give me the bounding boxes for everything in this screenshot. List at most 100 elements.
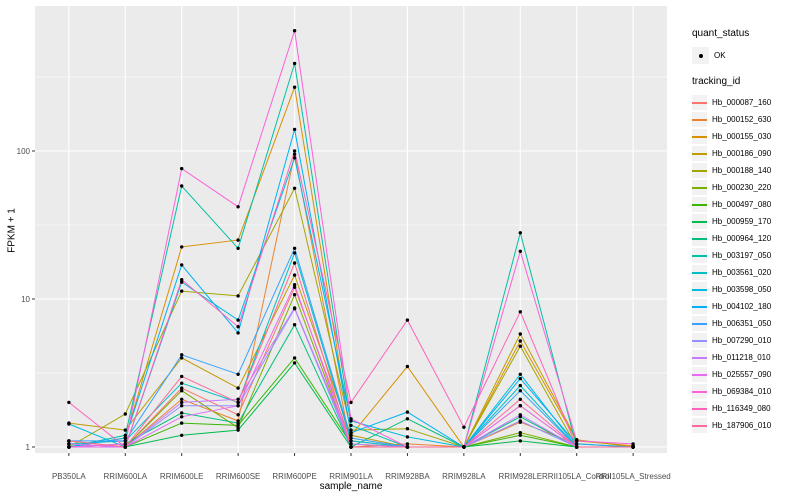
data-point [236, 318, 240, 322]
data-point [67, 422, 71, 426]
legend-key-line-icon [692, 95, 707, 110]
data-point [349, 439, 353, 443]
data-point [292, 361, 297, 365]
line-swatch-icon [692, 288, 707, 291]
quant-status-legend-title: quant_status [692, 28, 750, 39]
legend-entry-label: Hb_003197_050 [712, 251, 772, 260]
data-point [575, 442, 579, 446]
legend-entry: Hb_000964_120 [692, 231, 798, 246]
x-axis-title: sample_name [319, 481, 383, 492]
tracking-id-legend-entries: Hb_000087_160 Hb_000152_630 Hb_000155_030 H… [692, 95, 798, 433]
quant-status-legend-item: OK [692, 47, 798, 64]
data-point [180, 374, 184, 379]
data-point [349, 423, 353, 428]
data-point [349, 400, 353, 405]
legend-entry: Hb_000186_090 [692, 146, 798, 161]
legend-entry-label: Hb_000155_030 [712, 132, 772, 141]
data-point [405, 442, 410, 446]
quant-status-label: OK [714, 51, 726, 60]
data-point [518, 439, 522, 443]
data-point [405, 417, 410, 421]
data-point [180, 433, 184, 437]
legend-entry-label: Hb_006351_050 [712, 319, 772, 328]
data-point [292, 323, 297, 327]
legend-key-line-icon [692, 112, 707, 127]
x-tick-label: RRIM600LA [103, 472, 147, 481]
data-point [292, 186, 297, 190]
data-point [180, 397, 184, 401]
legend-key-line-icon [692, 129, 707, 144]
legend-entry: Hb_069384_010 [692, 384, 798, 399]
legend-entry: Hb_003197_050 [692, 248, 798, 263]
legend-entry: Hb_025557_090 [692, 367, 798, 382]
data-point [236, 372, 240, 376]
line-swatch-icon [692, 135, 707, 138]
legend-entry: Hb_187906_010 [692, 418, 798, 433]
legend-entry: Hb_000230_220 [692, 180, 798, 195]
data-point [236, 246, 240, 250]
data-point [180, 245, 184, 249]
data-point [236, 428, 240, 432]
data-point [518, 431, 522, 435]
data-point [518, 413, 522, 417]
data-point [405, 435, 410, 439]
data-point [123, 436, 128, 440]
x-tick-label: RRIM901LA [329, 472, 373, 481]
y-tick-label: 100 [17, 147, 31, 156]
data-point [349, 433, 353, 437]
data-point [518, 419, 522, 423]
data-point [123, 439, 128, 443]
data-point [292, 127, 297, 132]
data-point [462, 425, 466, 429]
legend-entry: Hb_000188_140 [692, 163, 798, 178]
legend-key-line-icon [692, 180, 707, 195]
data-point [631, 445, 635, 449]
data-point [518, 372, 522, 376]
line-swatch-icon [692, 373, 707, 376]
data-point [67, 442, 71, 446]
data-point [180, 356, 184, 360]
x-tick-label: RRIM928LE [498, 472, 542, 481]
line-swatch-icon [692, 322, 707, 325]
legend-key-line-icon [692, 265, 707, 280]
data-point [405, 318, 410, 322]
legend-entry-label: Hb_011218_010 [712, 353, 771, 362]
data-point [180, 353, 184, 357]
x-tick-label: RRII105LA_Stressed [596, 472, 671, 481]
legend-entry-label: Hb_003598_050 [712, 285, 772, 294]
legend-entry: Hb_000959_170 [692, 214, 798, 229]
data-point [180, 263, 184, 267]
data-point [518, 389, 522, 393]
x-tick-label: RRIM600LE [160, 472, 204, 481]
data-point [292, 285, 297, 289]
x-tick-label: RRII105LA_Control [542, 472, 612, 481]
legend-key-line-icon [692, 299, 707, 314]
data-point [180, 166, 184, 171]
data-point [292, 149, 297, 153]
data-point [180, 184, 184, 188]
data-point [180, 415, 184, 419]
legend-key-line-icon [692, 418, 707, 433]
legend-entry-label: Hb_000188_140 [712, 166, 772, 175]
data-point [292, 306, 297, 310]
legend-entry: Hb_011218_010 [692, 350, 798, 365]
legend-entry: Hb_006351_050 [692, 316, 798, 331]
line-swatch-icon [692, 101, 707, 104]
data-point [518, 383, 522, 388]
data-point [236, 205, 240, 209]
legend-entry: Hb_000152_630 [692, 112, 798, 127]
line-swatch-icon [692, 271, 707, 274]
legend-key-line-icon [692, 384, 707, 399]
data-point [180, 400, 184, 405]
legend-entry-label: Hb_003561_020 [712, 268, 772, 277]
data-point [292, 251, 297, 255]
legend-entry-label: Hb_004102_180 [712, 302, 772, 311]
data-point [349, 436, 353, 440]
x-tick-label: RRIM600SE [216, 472, 260, 481]
legend-entry: Hb_000497_080 [692, 197, 798, 212]
line-swatch-icon [692, 186, 707, 189]
x-tick-label: RRIM928LA [442, 472, 486, 481]
legend-key-line-icon [692, 197, 707, 212]
line-swatch-icon [692, 356, 707, 359]
